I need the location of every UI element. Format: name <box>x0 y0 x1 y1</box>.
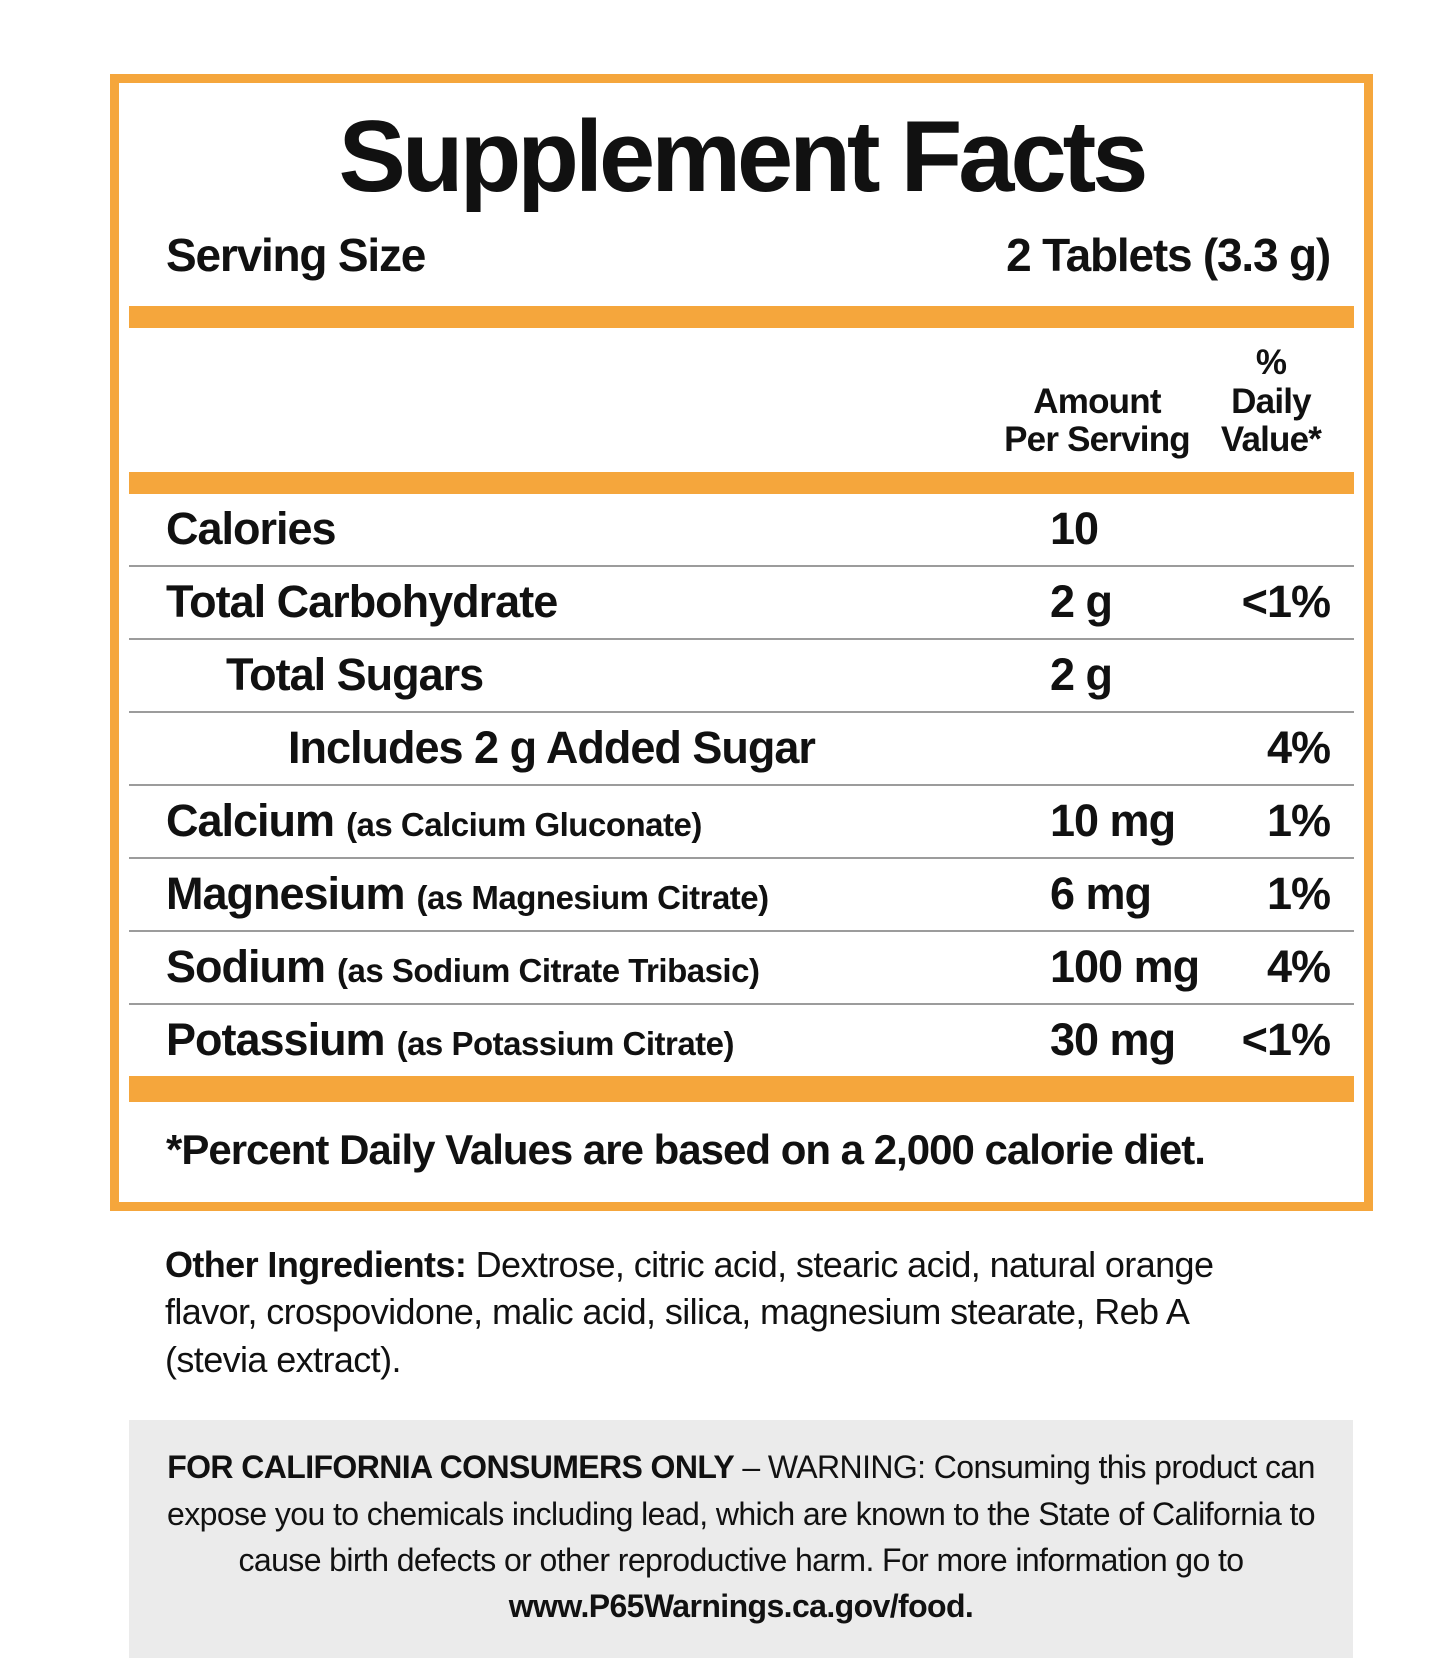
nutrient-name: Total Sugars <box>226 649 484 700</box>
nutrient-row-calories: Calories 10 <box>129 494 1354 565</box>
nutrient-source: (as Sodium Citrate Tribasic) <box>337 952 760 989</box>
nutrient-name: Sodium <box>166 941 326 992</box>
nutrient-name: Total Carbohydrate <box>166 576 558 627</box>
california-warning-link: www.P65Warnings.ca.gov/food. <box>508 1588 974 1625</box>
nutrient-row-added-sugar: Includes 2 g Added Sugar 4% <box>129 710 1354 784</box>
percent-daily-value-header: % Daily Value* <box>1220 343 1322 459</box>
serving-size-label: Serving Size <box>166 229 426 281</box>
serving-size-row: Serving Size 2 Tablets (3.3 g) <box>129 212 1354 306</box>
supplement-label: Supplement Facts Serving Size 2 Tablets … <box>0 74 1445 1658</box>
amount-per-serving-header: Amount Per Serving <box>1004 381 1191 459</box>
serving-size-value: 2 Tablets (3.3 g) <box>1006 229 1331 281</box>
nutrient-source: (as Potassium Citrate) <box>396 1025 735 1062</box>
nutrient-source: (as Calcium Gluconate) <box>346 806 702 843</box>
column-headers: Amount Per Serving % Daily Value* <box>129 328 1354 472</box>
nutrient-daily-value: 1% <box>1266 795 1331 846</box>
divider-bar-top <box>129 306 1354 328</box>
california-warning-box: FOR CALIFORNIA CONSUMERS ONLY – WARNING:… <box>129 1420 1353 1658</box>
nutrient-amount: 2 g <box>1050 649 1113 700</box>
nutrient-row-potassium: Potassium (as Potassium Citrate) 30 mg <… <box>129 1002 1354 1076</box>
nutrient-daily-value: <1% <box>1241 576 1331 627</box>
nutrient-name: Calories <box>166 503 337 554</box>
nutrient-row-total-carbohydrate: Total Carbohydrate 2 g <1% <box>129 564 1354 638</box>
nutrient-amount: 2 g <box>1050 576 1113 627</box>
daily-value-footnote: *Percent Daily Values are based on a 2,0… <box>166 1125 1206 1173</box>
nutrient-daily-value: 4% <box>1266 722 1331 773</box>
nutrient-row-magnesium: Magnesium (as Magnesium Citrate) 6 mg 1% <box>129 856 1354 930</box>
nutrient-amount: 10 mg <box>1050 795 1176 846</box>
other-ingredients-label: Other Ingredients: <box>165 1243 467 1285</box>
nutrient-daily-value: 4% <box>1266 941 1331 992</box>
nutrients-table: Calories 10 Total Carbohydrate 2 g <1% T… <box>129 494 1354 1076</box>
nutrient-amount: 10 <box>1050 503 1099 554</box>
other-ingredients-text: Dextrose, citric acid, stearic acid, nat… <box>165 1243 1214 1381</box>
supplement-facts-panel: Supplement Facts Serving Size 2 Tablets … <box>110 74 1373 1211</box>
nutrient-amount: 6 mg <box>1050 868 1152 919</box>
panel-title: Supplement Facts <box>338 101 1149 213</box>
nutrient-name: Includes 2 g Added Sugar <box>288 722 816 773</box>
nutrient-name: Potassium <box>166 1014 386 1065</box>
nutrient-row-total-sugars: Total Sugars 2 g <box>129 637 1354 711</box>
nutrient-name: Calcium <box>166 795 335 846</box>
nutrient-row-sodium: Sodium (as Sodium Citrate Tribasic) 100 … <box>129 929 1354 1003</box>
california-warning-intro: FOR CALIFORNIA CONSUMERS ONLY <box>167 1449 735 1486</box>
nutrient-daily-value: 1% <box>1266 868 1331 919</box>
nutrient-amount: 100 mg <box>1050 941 1200 992</box>
divider-bar-header <box>129 471 1354 494</box>
nutrient-source: (as Magnesium Citrate) <box>416 879 770 916</box>
nutrient-name: Magnesium <box>166 868 406 919</box>
nutrient-amount: 30 mg <box>1050 1014 1176 1065</box>
divider-bar-bottom <box>129 1075 1354 1102</box>
other-ingredients: Other Ingredients: Dextrose, citric acid… <box>165 1241 1260 1385</box>
nutrient-daily-value: <1% <box>1241 1014 1331 1065</box>
nutrient-row-calcium: Calcium (as Calcium Gluconate) 10 mg 1% <box>129 783 1354 857</box>
